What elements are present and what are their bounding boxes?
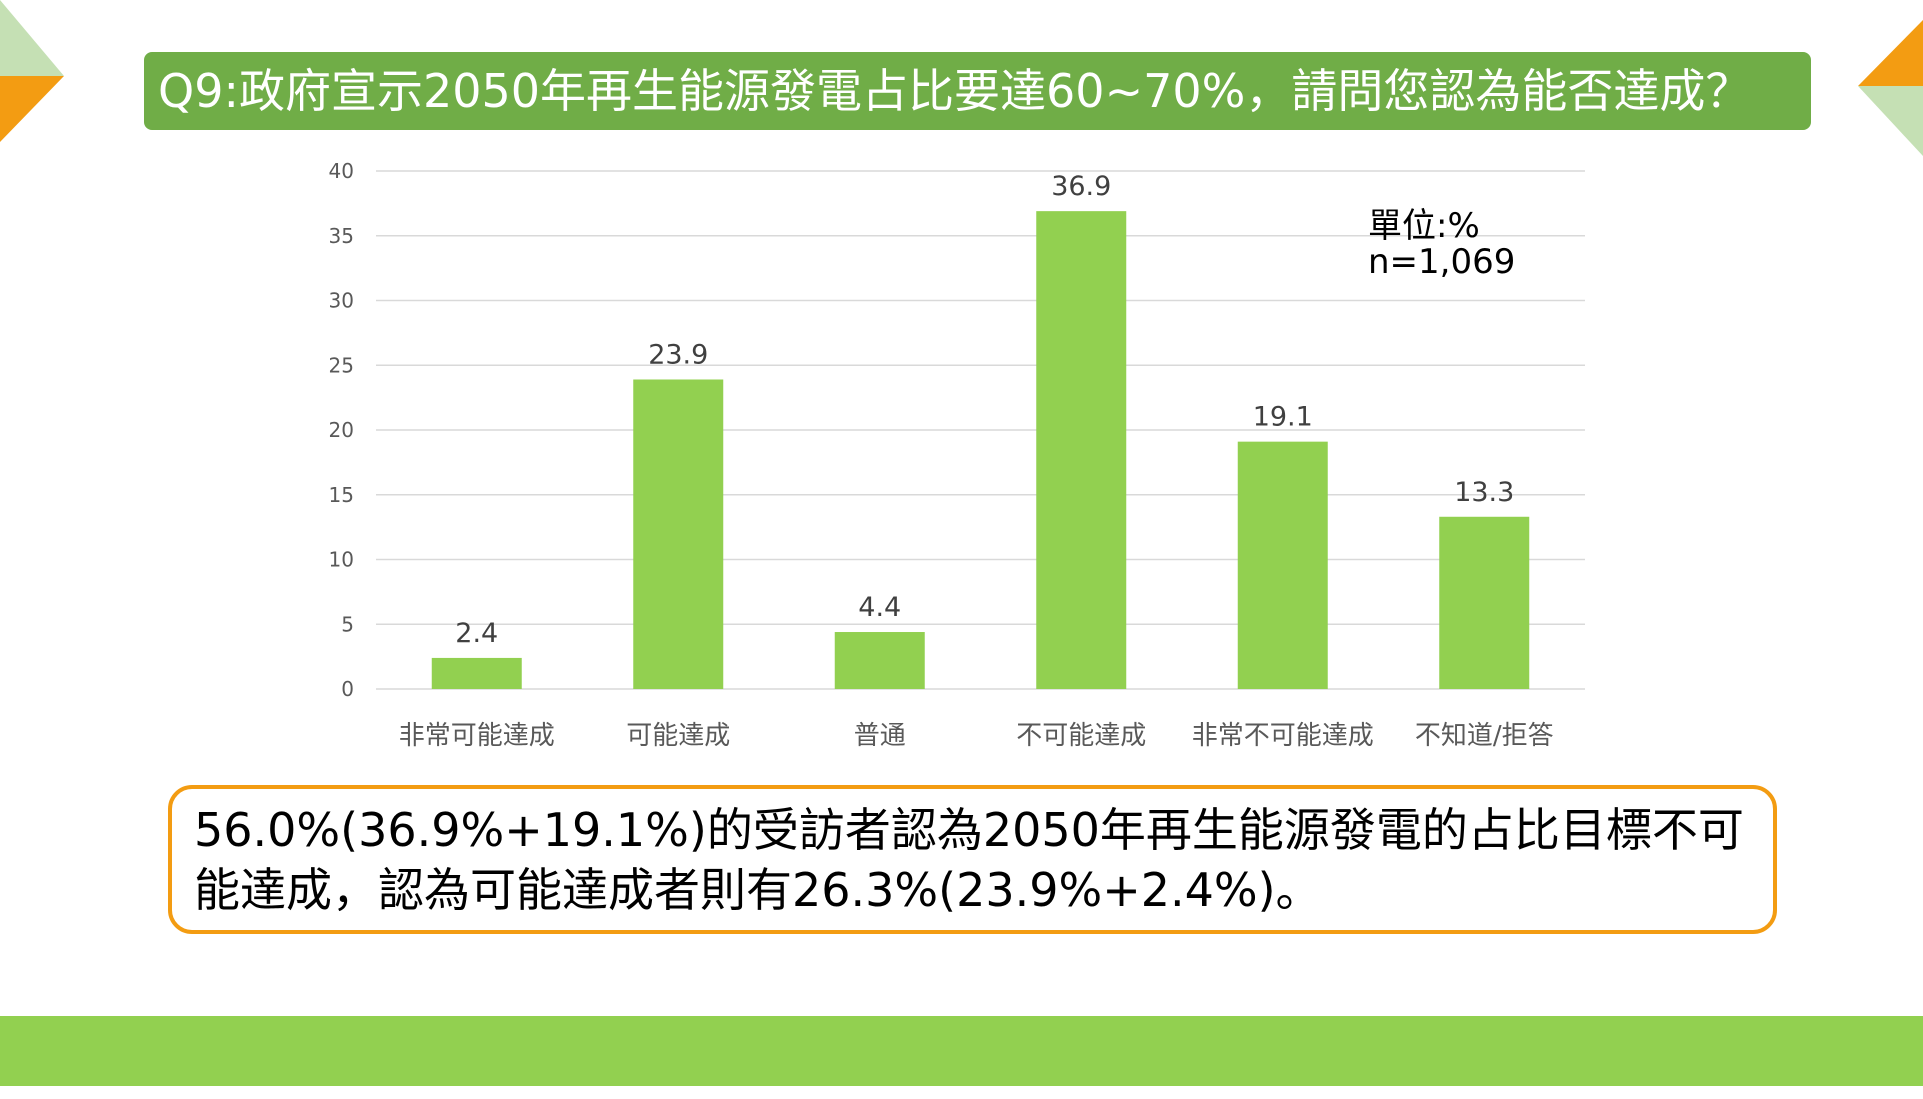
category-label: 不可能達成 [1016,721,1146,751]
bar [834,632,925,689]
y-tick-label: 40 [329,159,354,183]
bar [431,657,522,689]
left-light-triangle [0,0,64,76]
y-tick-label: 20 [329,418,354,442]
y-tick-label: 25 [329,353,354,377]
category-label: 非常可能達成 [399,721,555,751]
category-label: 可能達成 [626,721,730,751]
y-axis-ticks: 0 5 10 15 20 25 30 35 40 [329,159,354,701]
right-orange-triangle [1858,20,1923,86]
data-label: 13.3 [1454,477,1514,508]
left-orange-triangle [0,76,64,142]
category-labels: 非常可能達成 可能達成 普通 不可能達成 非常不可能達成 不知道/拒答 [399,721,1554,751]
y-tick-label: 15 [329,483,354,507]
data-label: 36.9 [1051,171,1111,202]
footer-band [0,1016,1923,1086]
unit-label: 單位:% [1368,206,1480,246]
y-tick-label: 0 [341,677,354,701]
question-title: Q9:政府宣示2050年再生能源發電占比要達60~70%，請問您認為能否達成？ [144,52,1811,130]
data-label: 2.4 [455,618,498,649]
y-tick-label: 30 [329,289,354,313]
unit-annotation: 單位:% n=1,069 [1368,208,1515,280]
summary-callout: 56.0%(36.9%+19.1%)的受訪者認為2050年再生能源發電的占比目標… [168,785,1777,934]
grid-lines [376,170,1585,690]
sample-size-label: n=1,069 [1368,242,1516,282]
category-label: 非常不可能達成 [1192,721,1374,751]
bars [431,211,1530,689]
data-label: 23.9 [648,339,708,370]
bar [633,379,724,689]
bar [1237,441,1328,689]
data-label: 19.1 [1253,402,1313,433]
bar [1036,211,1127,689]
right-light-triangle [1858,86,1923,156]
y-tick-label: 5 [341,612,354,636]
bar [1439,516,1530,689]
data-label: 4.4 [858,592,901,623]
category-label: 不知道/拒答 [1415,721,1554,751]
data-labels: 2.4 23.9 4.4 36.9 19.1 13.3 [455,171,1514,649]
y-tick-label: 10 [329,548,354,572]
category-label: 普通 [854,721,906,751]
summary-text: 56.0%(36.9%+19.1%)的受訪者認為2050年再生能源發電的占比目標… [194,803,1744,917]
y-tick-label: 35 [329,224,354,248]
